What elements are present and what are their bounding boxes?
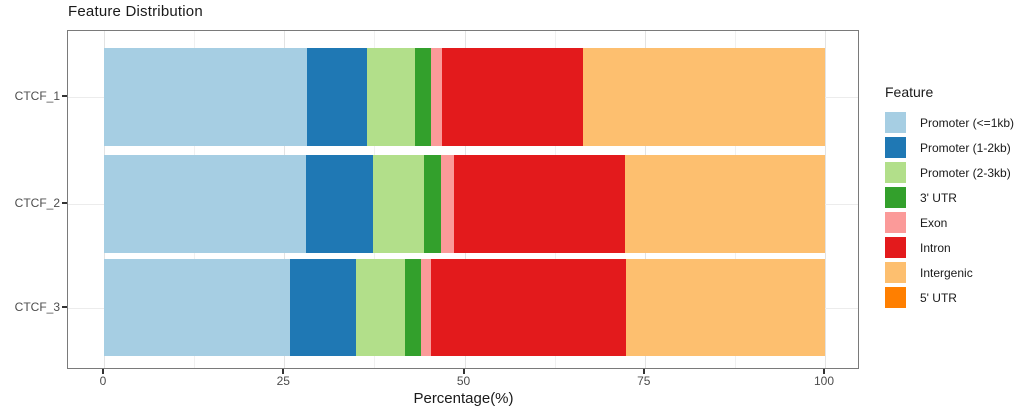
bar-segment [372,155,425,253]
plot-panel [67,30,859,369]
bar-segment [305,155,373,253]
legend: Feature Promoter (<=1kb) Promoter (1-2kb)… [885,84,1014,308]
legend-item: 3' UTR [885,187,957,208]
y-tick-label: CTCF_3 [14,299,60,314]
legend-swatch [885,212,906,233]
legend-label: 5' UTR [920,290,957,305]
x-tick-mark [102,369,104,374]
legend-title: Feature [885,84,934,100]
legend-item: Exon [885,212,947,233]
bar-segment [290,259,356,356]
legend-label: Exon [920,215,948,230]
legend-swatch [885,112,906,133]
x-tick-mark [823,369,825,374]
legend-label: Promoter (1-2kb) [920,140,1011,155]
legend-label: Promoter (2-3kb) [920,165,1011,180]
bar-segment [104,155,306,253]
bar-segment [440,155,455,253]
legend-label: Intron [920,240,951,255]
legend-item: Intron [885,237,951,258]
bar-segment [431,48,443,146]
legend-label: Intergenic [920,265,973,280]
y-tick-mark [62,202,67,204]
legend-item: Promoter (1-2kb) [885,137,1011,158]
y-tick-mark [62,305,67,308]
bar-row-ctcf_3 [104,259,825,356]
bar-segment [454,155,626,253]
bar-segment [424,155,441,253]
bar-segment [431,259,626,356]
y-tick-label: CTCF_2 [14,196,60,210]
x-tick-mark [642,369,645,374]
legend-swatch [885,287,906,308]
bar-segment [583,48,825,146]
bar-segment [420,259,432,356]
chart-title: Feature Distribution [68,3,203,20]
x-tick-mark [282,369,285,374]
bar-segment [104,48,308,146]
x-tick-label: 25 [276,374,290,388]
legend-item: Intergenic [885,262,973,283]
legend-swatch [885,162,906,183]
y-tick-label: CTCF_1 [14,89,60,103]
bar-segment [414,48,432,146]
x-tick-mark [462,369,465,374]
bar-segment [355,259,406,356]
major-gridline [825,31,826,368]
legend-label: Promoter (<=1kb) [920,115,1015,130]
bar-segment [307,48,368,146]
bar-segment [442,48,584,146]
legend-item: Promoter (2-3kb) [885,162,1011,183]
legend-swatch [885,262,906,283]
x-tick-label: 50 [456,374,471,388]
legend-item: 5' UTR [885,287,957,308]
legend-item: Promoter (<=1kb) [885,112,1014,133]
bar-segment [405,259,421,356]
legend-swatch [885,137,906,158]
x-tick-label: 0 [99,374,107,388]
bar-segment [104,259,291,356]
x-tick-label: 75 [637,374,651,388]
x-tick-label: 100 [813,374,835,388]
bar-row-ctcf_2 [104,155,825,253]
legend-swatch [885,187,906,208]
bar-segment [625,155,825,253]
legend-swatch [885,237,906,258]
bar-segment [625,259,825,356]
bar-row-ctcf_1 [104,48,825,146]
y-tick-mark [62,95,67,97]
x-axis-title: Percentage(%) [413,390,514,407]
legend-label: 3' UTR [920,190,957,205]
bar-segment [367,48,415,146]
